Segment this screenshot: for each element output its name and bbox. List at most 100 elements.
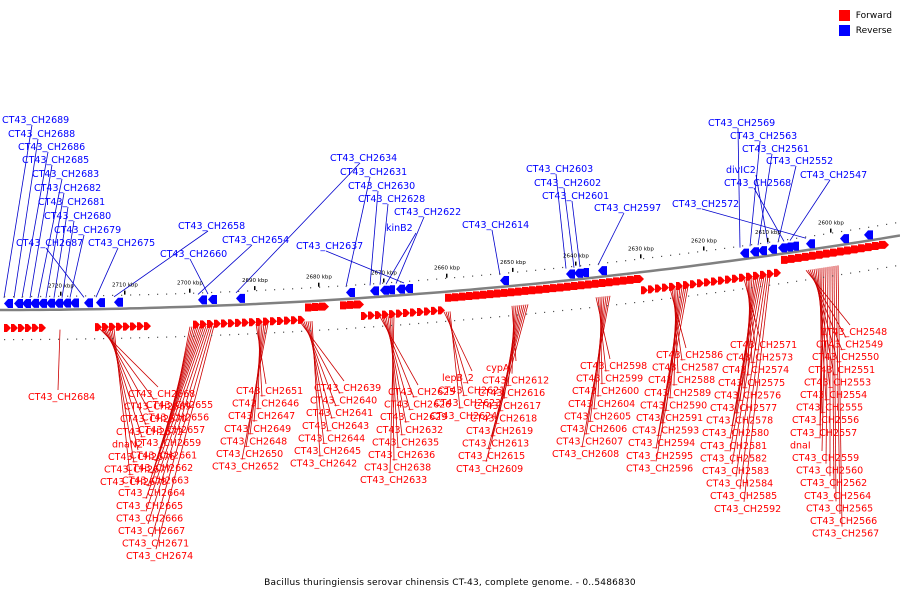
gene-label: CT43_CH2556 [792,415,859,426]
leader-line [95,247,119,298]
leader-line [113,230,209,298]
forward-gene-arrow [669,282,676,291]
gene-label: CT43_CH2596 [626,463,693,474]
tick-label: 2650 kbp [500,260,526,266]
gene-label: CT43_CH2636 [368,450,435,461]
scale-dot [535,269,537,271]
scale-dot [337,328,339,330]
forward-gene-arrow [739,273,746,282]
scale-dot [22,296,24,298]
reverse-gene-arrow [580,268,589,278]
reverse-gene-arrow [778,243,787,253]
tick-mark [703,246,705,251]
gene-label: CT43_CH2614 [462,220,529,231]
leader-line [655,286,687,449]
gene-label: CT43_CH2688 [8,129,75,140]
leader-line [145,325,207,499]
forward-gene-arrow [718,276,725,285]
forward-gene-arrow [256,317,263,326]
leader-line [385,232,417,285]
forward-gene-arrow [382,310,389,319]
gene-label: CT43_CH2658 [178,221,245,232]
gene-label: CT43_CH2635 [372,437,439,448]
leader-line [57,329,61,391]
leader-line [311,321,321,457]
scale-dot [553,310,555,313]
gene-label: CT43_CH2572 [672,199,739,210]
reverse-gene-arrow [840,234,849,244]
gene-label: CT43_CH2650 [216,449,283,460]
scale-dot [409,323,411,325]
scale-dot [805,236,807,238]
scale-dot [877,225,879,227]
tick-label: 2680 kbp [306,275,332,281]
forward-gene-arrow [263,317,270,326]
scale-dot [319,286,321,288]
scale-dot [508,272,510,274]
leader-line [753,187,785,242]
gene-label: CT43_CH2632 [376,425,443,436]
scale-dot [895,265,897,267]
gene-label: CT43_CH2612 [482,376,549,387]
scale-dot [94,295,96,297]
gene-label: CT43_CH2551 [808,365,875,376]
forward-gene-arrow [242,318,249,327]
legend-item-forward: Forward [838,8,892,23]
gene-label: CT43_CH2641 [306,408,373,419]
scale-dot [364,326,366,328]
scale-dot [184,292,186,295]
scale-dot [571,309,573,311]
reverse-gene-arrow [574,268,583,278]
scale-dot [94,338,96,340]
gene-label: CT43_CH2623 [434,398,501,409]
scale-dot [697,294,699,296]
scale-dot [814,278,816,280]
gene-label: CT43_CH2642 [290,459,357,470]
scale-dot [238,290,240,292]
scale-dot [499,273,501,275]
gene-label: CT43_CH2597 [594,203,661,214]
gene-label: CT43_CH2559 [792,453,859,464]
gene-label: CT43_CH2637 [296,241,363,252]
lower-scale-dots [4,265,897,341]
gene-label: CT43_CH2671 [122,539,189,550]
scale-dot [688,295,690,297]
forward-gene-arrow [102,323,109,332]
scale-dot [814,235,816,237]
leader-line [731,276,765,465]
forward-gene-arrow [18,323,25,332]
legend-label-forward: Forward [855,10,892,21]
gene-label: CT43_CH2609 [456,464,523,475]
scale-dot [265,289,267,291]
gene-label: CT43_CH2587 [652,363,719,374]
gene-label: CT43_CH2669 [124,402,191,413]
reverse-gene-arrow [790,241,799,251]
reverse-gene-arrow [380,285,389,295]
scale-dot [643,258,645,260]
gene-label: CT43_CH2672 [116,427,183,438]
reverse-gene-arrow [740,248,749,258]
tick-mark [830,228,832,233]
scale-dot [760,285,762,288]
leader-line [495,304,523,425]
forward-gene-arrow [655,284,662,293]
scale-dot [688,252,690,254]
scale-dot [409,280,411,282]
gene-label: CT43_CH2594 [628,438,695,449]
scale-dot [139,337,141,339]
forward-gene-arrow [767,269,774,278]
tick-label: 2620 kbp [691,239,717,245]
leader-line [487,304,527,450]
leader-line [835,265,841,515]
gene-label: CT43_CH2682 [34,183,101,194]
scale-dot [544,311,546,313]
scale-dot [112,337,114,339]
tick-label: 2720 kbp [48,284,74,290]
scale-dot [247,290,249,292]
gene-label: CT43_CH2548 [820,327,887,338]
reverse-gene-arrow [750,247,759,257]
gene-label: CT43_CH2654 [222,235,289,246]
gene-label: CT43_CH2555 [796,403,863,414]
gene-label: CT43_CH2679 [54,225,121,236]
gene-label: CT43_CH2630 [348,181,415,192]
